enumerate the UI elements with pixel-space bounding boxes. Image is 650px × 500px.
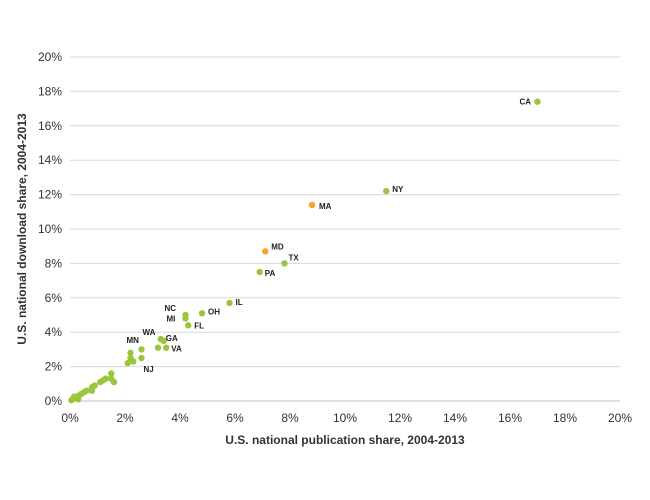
y-tick-label: 4% xyxy=(45,325,63,339)
y-tick-label: 0% xyxy=(45,394,63,408)
y-tick-label: 10% xyxy=(38,222,62,236)
data-point xyxy=(130,358,137,365)
y-tick-label: 8% xyxy=(45,256,63,270)
data-point xyxy=(182,315,189,322)
point-label: NJ xyxy=(144,365,154,374)
data-point xyxy=(281,260,288,267)
y-tick-label: 6% xyxy=(45,291,63,305)
y-tick-label: 12% xyxy=(38,188,62,202)
x-tick-label: 4% xyxy=(171,411,189,425)
x-tick-label: 2% xyxy=(116,411,134,425)
y-tick-label: 2% xyxy=(45,360,63,374)
data-point xyxy=(138,346,145,353)
y-tick-label: 20% xyxy=(38,50,62,64)
point-label: GA xyxy=(166,334,178,343)
data-point xyxy=(97,378,104,386)
x-tick-labels: 0% 2% 4% 6% 8% 10% 12% 14% 16% 18% 20% xyxy=(61,411,632,425)
point-label: TX xyxy=(289,253,300,262)
point-label: MA xyxy=(319,202,332,211)
y-tick-label: 14% xyxy=(38,153,62,167)
x-tick-label: 16% xyxy=(498,411,522,425)
point-label: MN xyxy=(127,336,140,345)
data-point xyxy=(262,248,269,255)
data-point xyxy=(163,344,170,351)
data-points xyxy=(68,98,541,404)
point-label: FL xyxy=(194,321,204,330)
x-tick-label: 20% xyxy=(608,411,632,425)
data-point xyxy=(185,322,192,329)
x-tick-label: 14% xyxy=(443,411,467,425)
data-point xyxy=(534,98,541,105)
x-tick-label: 10% xyxy=(333,411,357,425)
data-point xyxy=(160,337,167,344)
data-point xyxy=(308,201,316,209)
point-label: NY xyxy=(392,185,404,194)
y-axis-title: U.S. national download share, 2004-2013 xyxy=(15,113,29,345)
data-point xyxy=(68,396,75,404)
point-label: WA xyxy=(143,328,156,337)
data-point xyxy=(256,268,263,276)
x-tick-label: 18% xyxy=(553,411,577,425)
data-point xyxy=(88,387,96,394)
point-label: IL xyxy=(236,298,243,307)
x-tick-label: 12% xyxy=(388,411,412,425)
y-tick-label: 16% xyxy=(38,119,62,133)
y-tick-label: 18% xyxy=(38,84,62,98)
point-label: MI xyxy=(167,314,176,323)
point-label: OH xyxy=(208,307,220,316)
point-label: MD xyxy=(271,242,284,251)
data-point xyxy=(110,378,118,386)
x-axis-title: U.S. national publication share, 2004-20… xyxy=(225,433,465,447)
data-point xyxy=(127,349,134,357)
data-point xyxy=(124,359,131,367)
point-label: CA xyxy=(520,98,532,107)
data-point xyxy=(154,344,162,351)
x-tick-label: 0% xyxy=(61,411,79,425)
data-point xyxy=(226,299,233,307)
data-point xyxy=(138,354,145,362)
data-point xyxy=(198,310,206,317)
x-tick-label: 8% xyxy=(281,411,299,425)
data-point xyxy=(383,187,390,195)
y-tick-labels: 0% 2% 4% 6% 8% 10% 12% 14% 16% 18% 20% xyxy=(38,50,62,408)
point-label: PA xyxy=(265,269,276,278)
x-tick-label: 6% xyxy=(226,411,244,425)
point-label: VA xyxy=(171,345,182,354)
gridlines xyxy=(70,56,620,368)
point-label: NC xyxy=(165,304,177,313)
data-point xyxy=(108,370,115,377)
